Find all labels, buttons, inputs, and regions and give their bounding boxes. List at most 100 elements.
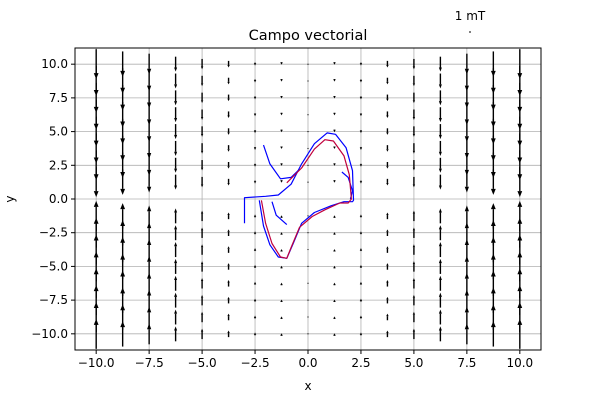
quiver-arrow: [307, 333, 309, 335]
quiver-arrow: [280, 180, 283, 183]
quiver-arrow: [333, 316, 336, 319]
quiver-arrow: [253, 298, 257, 302]
quiver-arrow: [386, 330, 389, 338]
quiver-arrow: [307, 97, 309, 99]
quiver-arrow: [174, 124, 178, 140]
quiver-arrow: [333, 248, 336, 252]
quiver-arrow: [412, 261, 416, 272]
quiver-arrow: [174, 242, 178, 258]
quiver-arrow: [200, 160, 204, 171]
quiver-arrow: [307, 147, 309, 150]
quiver-arrow: [200, 278, 204, 289]
quiver-arrow: [438, 292, 442, 308]
quiver-arrow: [464, 323, 469, 345]
quiver-arrow: [307, 114, 309, 116]
quiver-arrow: [359, 62, 363, 66]
y-tick-label: 7.5: [49, 91, 68, 105]
quiver-arrow: [333, 95, 336, 99]
quiver-arrow: [280, 79, 283, 82]
quiver-arrow: [253, 231, 257, 235]
quiver-arrow: [227, 212, 230, 220]
quiver-arrow: [386, 178, 389, 186]
quiver-arrow: [386, 263, 389, 270]
quiver-arrow: [386, 111, 389, 119]
quiver-arrow: [174, 208, 178, 224]
quiver-arrow: [280, 316, 283, 319]
quiver-arrow: [359, 248, 363, 252]
quiver-arrow: [253, 62, 257, 66]
quiver-arrow: [333, 79, 336, 82]
quiver-arrow: [253, 146, 257, 150]
quiver-arrow: [333, 282, 336, 286]
quiver-arrow: [333, 163, 336, 166]
quiver-arrow: [200, 126, 204, 137]
quiver-arrow: [174, 140, 178, 156]
x-tick-label: 10.0: [506, 356, 533, 370]
quiver-arrow: [386, 296, 389, 304]
quiver-arrow: [307, 282, 309, 284]
quiver-arrow: [333, 215, 336, 218]
quiver-arrow: [333, 180, 336, 183]
quiver-arrow: [307, 164, 309, 166]
x-tick-label: 0.0: [298, 356, 317, 370]
quiver-arrow: [280, 333, 283, 336]
quiver-arrow: [438, 225, 442, 241]
quiver-arrow: [93, 167, 99, 198]
quiver-arrow: [174, 73, 178, 89]
quiver-arrow: [412, 244, 416, 255]
quiver-arrow: [307, 181, 309, 183]
quiver-arrow: [464, 171, 469, 193]
x-tick-label: −2.5: [240, 356, 269, 370]
quiver-arrow: [93, 318, 99, 349]
quiver-arrow: [438, 73, 442, 89]
quiver-arrow: [280, 248, 283, 252]
quiver-arrow: [253, 281, 257, 285]
quiver-arrow: [174, 157, 178, 173]
quiver-arrow: [412, 227, 416, 238]
quiver-arrow: [147, 171, 152, 193]
quiver-arrow: [386, 94, 389, 102]
quiver-arrow: [412, 278, 416, 289]
y-axis-ticks: 10.0 7.5 5.0 2.5 0.0 −2.5 −5.0 −7.5 −10.0: [31, 57, 75, 341]
quiver-arrow: [438, 174, 442, 190]
quiver-arrow: [490, 169, 496, 195]
y-tick-label: 0.0: [49, 192, 68, 206]
quiver-arrow: [200, 294, 204, 306]
quiver-arrow: [253, 180, 257, 184]
x-tick-label: −5.0: [188, 356, 217, 370]
quiver-arrow: [359, 231, 363, 235]
quiver-arrow: [359, 332, 363, 336]
y-axis-label: y: [3, 195, 17, 202]
x-axis-label: x: [304, 379, 311, 393]
quiver-arrow: [359, 214, 363, 218]
quiver-arrow: [227, 60, 230, 68]
quiver-arrow: [200, 244, 204, 255]
quiver-arrow: [517, 167, 523, 198]
quiver-arrow: [253, 163, 257, 167]
y-tick-label: 2.5: [49, 158, 68, 172]
quiver-arrow: [307, 248, 309, 251]
quiver-arrow: [412, 143, 416, 154]
trajectory-line: [260, 139, 352, 259]
quiver-arrow: [200, 328, 204, 340]
quiver-arrow: [280, 112, 283, 116]
quiver-arrow: [412, 311, 416, 323]
quiver-arrow: [412, 92, 416, 104]
quiver-arrow: [412, 294, 416, 306]
quiver-arrow: [438, 90, 442, 106]
quiver-arrow: [333, 333, 336, 336]
trajectory-line: [262, 144, 300, 180]
quiver-arrow: [200, 210, 204, 222]
quiver-arrow: [386, 279, 389, 287]
x-tick-label: −7.5: [135, 356, 164, 370]
quiver-arrow: [359, 264, 363, 268]
quiver-arrow: [307, 316, 309, 318]
y-tick-label: −5.0: [39, 259, 68, 273]
quiver-arrow: [227, 128, 230, 135]
quiver-arrow: [386, 229, 389, 237]
quiver-arrow: [174, 174, 178, 190]
quiver-arrow: [280, 232, 283, 235]
quiver-arrow: [307, 130, 309, 133]
quiver-arrow: [490, 321, 496, 347]
